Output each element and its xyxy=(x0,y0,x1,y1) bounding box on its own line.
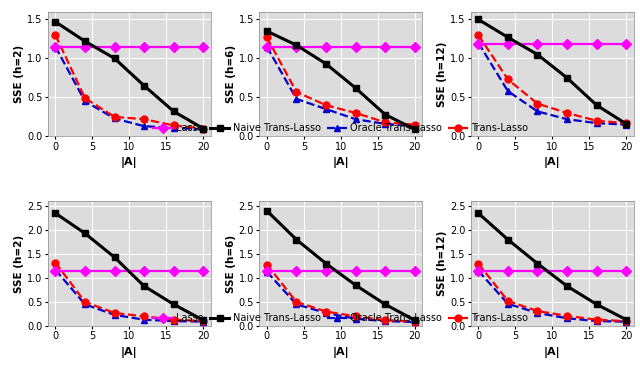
Y-axis label: SSE (h=6): SSE (h=6) xyxy=(226,234,236,293)
X-axis label: |A|: |A| xyxy=(121,158,138,168)
X-axis label: |A|: |A| xyxy=(544,347,561,358)
X-axis label: |A|: |A| xyxy=(333,158,349,168)
Y-axis label: SSE (h=12): SSE (h=12) xyxy=(437,41,447,107)
Y-axis label: SSE (h=2): SSE (h=2) xyxy=(14,234,24,293)
Legend: Lasso, Naive Trans-Lasso, Oracle Trans-Lasso, Trans-Lasso: Lasso, Naive Trans-Lasso, Oracle Trans-L… xyxy=(153,313,529,323)
X-axis label: |A|: |A| xyxy=(544,158,561,168)
Y-axis label: SSE (h=12): SSE (h=12) xyxy=(437,231,447,296)
X-axis label: |A|: |A| xyxy=(121,347,138,358)
X-axis label: |A|: |A| xyxy=(333,347,349,358)
Y-axis label: SSE (h=2): SSE (h=2) xyxy=(14,45,24,103)
Legend: Lasso, Naive Trans-Lasso, Oracle Trans-Lasso, Trans-Lasso: Lasso, Naive Trans-Lasso, Oracle Trans-L… xyxy=(153,123,529,133)
Y-axis label: SSE (h=6): SSE (h=6) xyxy=(226,45,236,103)
